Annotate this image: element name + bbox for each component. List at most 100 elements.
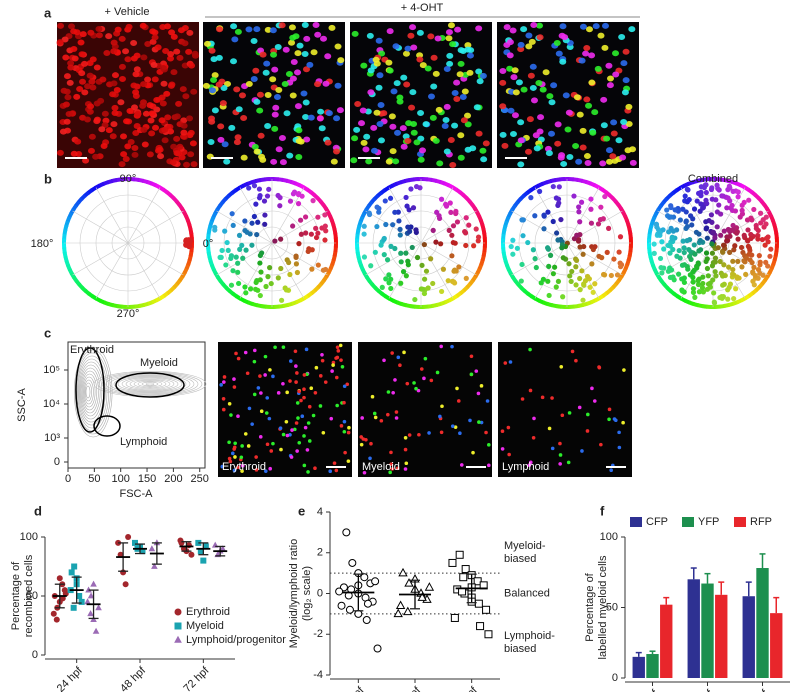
nucleus	[525, 32, 533, 39]
polar-point	[257, 277, 263, 283]
polar-point	[743, 255, 750, 261]
nucleus	[82, 157, 90, 164]
nucleus	[208, 115, 216, 122]
nucleus	[140, 81, 148, 88]
polar-point	[546, 263, 552, 269]
polar-point	[378, 242, 384, 248]
nucleus	[573, 94, 581, 101]
cell	[269, 449, 274, 453]
data-point	[132, 539, 138, 546]
panel-label: f	[600, 503, 605, 518]
nucleus	[275, 87, 283, 94]
contour	[84, 382, 92, 402]
cell	[550, 396, 554, 400]
polar-point	[696, 231, 702, 237]
polar-point	[433, 239, 439, 245]
cell	[246, 444, 251, 448]
nucleus	[499, 131, 507, 138]
polar-point	[602, 193, 608, 200]
polar-point	[552, 264, 558, 270]
nucleus	[281, 80, 289, 87]
nucleus	[217, 123, 225, 130]
nucleus	[367, 89, 375, 96]
nucleus	[589, 129, 597, 136]
nucleus	[251, 143, 259, 150]
polar-point	[721, 262, 727, 268]
contour	[79, 364, 103, 420]
polar-point	[681, 262, 688, 268]
polar-point	[278, 297, 285, 303]
cell	[429, 378, 434, 383]
gate-label: Lymphoid	[120, 436, 167, 448]
cell	[335, 403, 339, 408]
polar-point	[532, 256, 538, 262]
polar-point	[253, 279, 259, 286]
cell	[506, 425, 511, 430]
nucleus	[480, 156, 488, 163]
polar-point	[452, 240, 458, 246]
cell	[263, 469, 268, 473]
nucleus	[190, 88, 198, 95]
nucleus	[211, 72, 219, 79]
contour	[77, 358, 106, 426]
polar-point	[257, 292, 263, 299]
polar-point	[691, 242, 697, 248]
nucleus	[442, 117, 450, 124]
polar-point	[236, 280, 242, 287]
cell	[427, 431, 431, 435]
x-tick-label: 250	[191, 473, 209, 485]
polar-point	[731, 247, 737, 253]
polar-point	[756, 253, 762, 259]
nucleus	[233, 86, 241, 93]
nucleus	[189, 140, 197, 147]
cell	[309, 386, 314, 390]
data-point	[87, 592, 95, 599]
polar-point	[510, 251, 516, 257]
polar-point	[757, 259, 763, 265]
nucleus	[365, 158, 373, 165]
nucleus	[413, 139, 421, 146]
x-tick-label: 200	[164, 473, 182, 485]
panel-label: a	[44, 5, 52, 20]
nucleus	[182, 93, 190, 100]
facs-frame	[67, 341, 206, 469]
nucleus	[295, 154, 303, 161]
nucleus	[152, 124, 160, 131]
polar-point	[559, 245, 565, 251]
polar-point	[384, 257, 391, 263]
nucleus	[622, 77, 630, 84]
nucleus	[95, 32, 103, 39]
nucleus	[399, 125, 407, 132]
polar-point	[409, 244, 415, 251]
polar-point	[757, 210, 764, 216]
polar-point	[239, 242, 245, 249]
polar-point	[257, 260, 263, 266]
cell	[339, 424, 344, 428]
nucleus	[113, 86, 121, 93]
nucleus	[168, 29, 176, 36]
polar-point	[410, 205, 417, 211]
nucleus	[525, 148, 533, 155]
y-tick-label: 0	[54, 456, 60, 468]
data-point	[395, 600, 406, 610]
polar-point	[398, 259, 404, 265]
polar-point	[605, 225, 612, 231]
nucleus	[461, 88, 469, 95]
polar-point	[247, 286, 254, 292]
nucleus	[320, 35, 328, 42]
x-tick-label: 100	[112, 473, 130, 485]
cell	[422, 376, 426, 381]
polar-point	[556, 200, 562, 206]
nucleus	[583, 96, 591, 103]
cell	[302, 395, 306, 400]
nucleus	[409, 89, 417, 96]
nucleus	[288, 24, 296, 31]
cell	[617, 430, 621, 435]
nucleus	[166, 123, 174, 130]
nucleus	[279, 159, 287, 166]
nucleus	[167, 82, 175, 89]
polar-point	[595, 221, 602, 227]
data-point	[363, 599, 372, 608]
contour	[129, 379, 171, 389]
polar-point	[697, 237, 703, 244]
